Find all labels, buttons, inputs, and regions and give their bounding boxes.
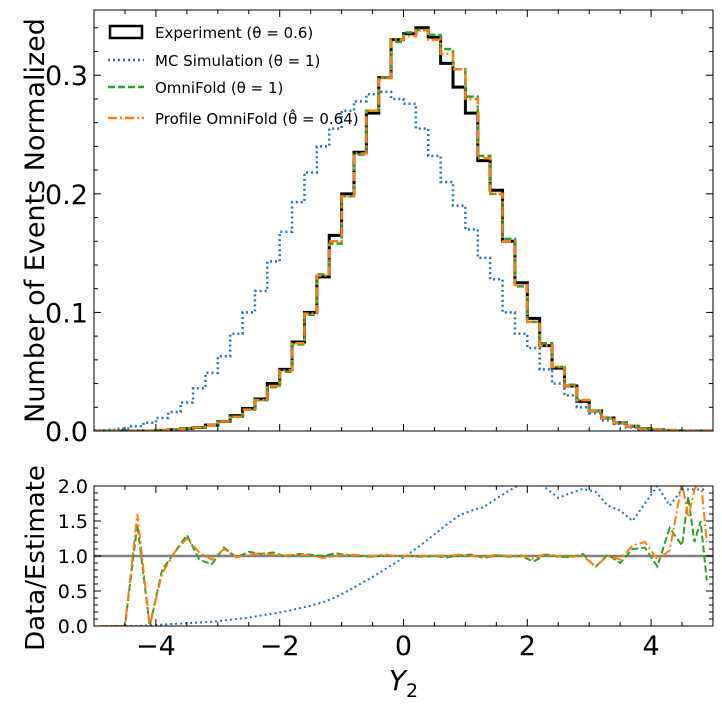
ratio-series-1 [100,496,708,626]
legend: Experiment (θ = 0.6) MC Simulation (θ = 1… [108,24,359,128]
ratio-ytick-label: 1.0 [58,546,88,568]
legend-label-2: OmniFold (θ = 1) [155,79,283,97]
main-axes-frame [93,9,714,432]
main-ytick-label: 0.2 [45,180,88,211]
ratio-xtick-label: −2 [260,631,300,662]
ratio-xtick-label: 4 [643,631,660,662]
ratio-xtick-label: 0 [395,631,412,662]
main-series-3 [94,28,713,431]
legend-label-0: Experiment (θ = 0.6) [155,24,313,42]
ratio-xtick-label: −4 [136,631,176,662]
main-panel: 0.0 0.1 0.2 0.3 [45,9,714,448]
ratio-ytick-label: 0.5 [58,581,88,603]
legend-swatch-0 [108,24,144,40]
ratio-ytick-label: 2.0 [58,476,88,498]
ratio-xtick-label: 2 [519,631,536,662]
main-ytick-label: 0.3 [45,61,88,92]
main-ytick-label: 0.1 [45,298,88,329]
main-ytick-label: 0.0 [45,417,88,448]
ratio-series-2 [100,486,708,626]
ratio-series-0 [100,486,707,626]
ratio-ytick-label: 0.0 [58,616,88,638]
legend-label-1: MC Simulation (θ = 1) [155,52,320,70]
main-ylabel: Number of Events Normalized [20,18,51,423]
ratio-panel: 0.0 0.5 1.0 1.5 2.0 −4 −2 0 2 4 [58,476,714,662]
ratio-ytick-label: 1.5 [58,511,88,533]
main-series-1 [94,90,713,431]
ratio-ylabel: Data/Estimate [21,465,51,651]
ratio-xlabel: Y2 [389,664,418,702]
legend-label-3: Profile OmniFold (θ̂ = 0.64) [155,108,359,128]
